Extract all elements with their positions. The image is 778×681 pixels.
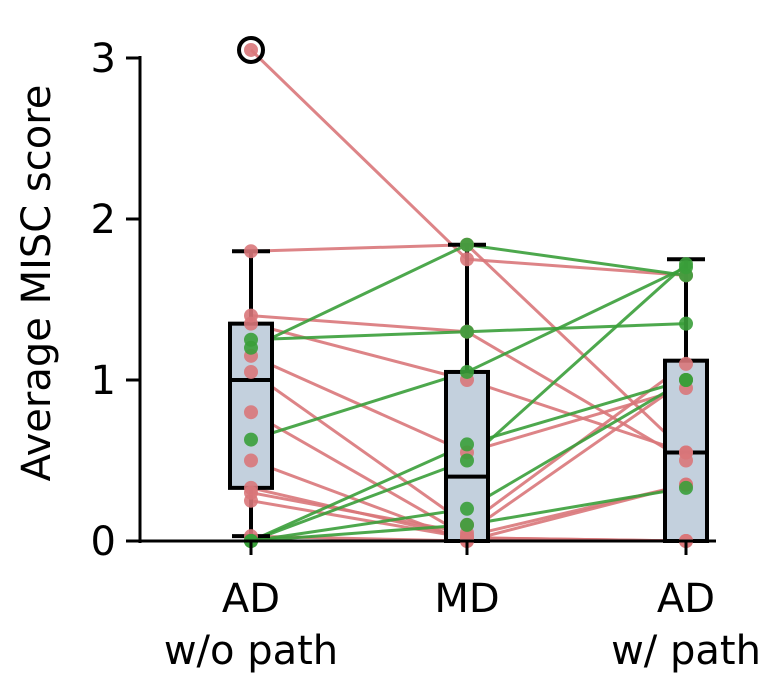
data-point xyxy=(244,405,258,420)
axes: 0 1 2 3 AD w/o path MD AD w/ path xyxy=(91,36,761,674)
x-tick-label: AD xyxy=(657,576,715,622)
data-point xyxy=(244,316,258,331)
outlier-marker xyxy=(237,35,265,64)
data-point xyxy=(460,453,474,468)
pair-line-decrease xyxy=(249,48,469,261)
pair-line-decrease xyxy=(466,257,687,277)
pair-line-decrease xyxy=(466,378,687,454)
pair-line-decrease xyxy=(466,378,687,535)
pair-line-increase xyxy=(250,523,468,543)
data-point xyxy=(244,453,258,468)
pair-line-decrease xyxy=(250,354,468,454)
data-point xyxy=(460,437,474,452)
y-tick-label: 0 xyxy=(91,519,116,565)
pair-line-decrease xyxy=(465,243,688,454)
pair-line-increase xyxy=(466,322,687,334)
pair-line-decrease xyxy=(250,370,468,527)
data-point xyxy=(679,316,693,331)
data-point xyxy=(244,42,258,57)
data-point xyxy=(460,237,474,252)
pair-line-increase xyxy=(466,265,687,374)
data-point xyxy=(679,480,693,495)
data-point xyxy=(244,432,258,447)
pair-line-increase xyxy=(250,507,468,543)
x-tick-label: MD xyxy=(434,576,499,622)
pair-line-increase xyxy=(250,330,468,342)
pair-line-increase xyxy=(466,486,687,527)
y-tick-label: 3 xyxy=(91,36,116,82)
data-point xyxy=(460,517,474,532)
pair-line-increase xyxy=(250,443,468,543)
data-point xyxy=(244,364,258,379)
boxplot-2 xyxy=(663,257,709,543)
y-tick-label: 1 xyxy=(91,358,116,404)
pair-line-increase xyxy=(250,459,468,543)
pair-line-increase xyxy=(465,262,688,462)
data-point xyxy=(679,445,693,460)
data-point xyxy=(460,252,474,267)
pair-line-decrease xyxy=(250,499,468,540)
y-tick-label: 2 xyxy=(91,197,116,243)
data-point xyxy=(244,332,258,347)
x-tick-label: AD xyxy=(222,576,280,622)
x-tick-label-line2: w/o path xyxy=(164,628,338,674)
pair-line-increase xyxy=(466,378,687,511)
pair-line-decrease xyxy=(250,243,468,253)
pair-line-decrease xyxy=(250,322,468,382)
data-point xyxy=(460,364,474,379)
pair-line-decrease xyxy=(250,314,468,334)
pair-line-increase xyxy=(250,370,468,442)
y-axis-label: Average MISC score xyxy=(14,85,60,482)
pair-line-increase xyxy=(466,378,687,446)
boxplot-1 xyxy=(444,242,490,544)
pair-line-decrease xyxy=(466,386,687,454)
pair-line-increase xyxy=(250,243,468,350)
data-point xyxy=(679,356,693,371)
data-point xyxy=(679,373,693,387)
data-point xyxy=(460,501,474,516)
x-tick-label-line2: w/ path xyxy=(611,628,761,674)
data-point xyxy=(244,493,258,508)
pair-line-increase xyxy=(466,243,687,277)
data-point xyxy=(679,257,693,272)
data-point xyxy=(460,324,474,339)
data-point xyxy=(244,244,258,259)
